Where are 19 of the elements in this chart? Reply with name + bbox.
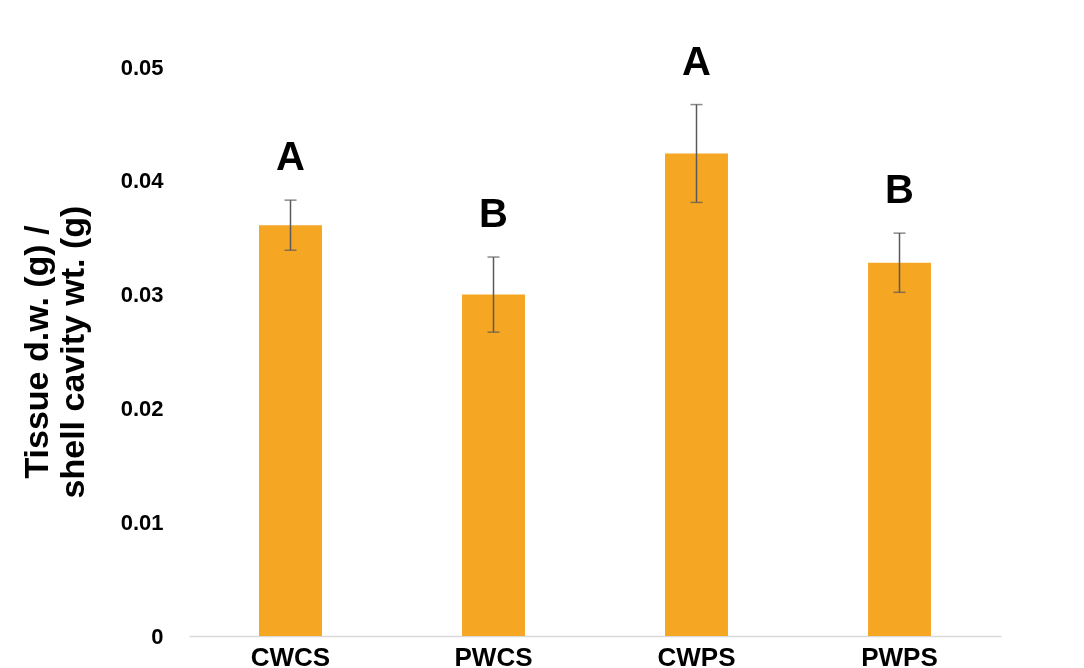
y-tick-label: 0.04 xyxy=(120,168,165,194)
annotation: B xyxy=(479,191,508,236)
x-tick-label: PWPS xyxy=(861,641,938,668)
y-tick-label: 0.03 xyxy=(120,282,164,308)
x-tick-label: CWCS xyxy=(250,641,331,668)
annotation: A xyxy=(682,38,711,83)
x-tick-label: PWCS xyxy=(454,641,533,668)
x-tick-label: CWPS xyxy=(657,641,736,668)
bar xyxy=(665,153,728,636)
y-tick-label: 0 xyxy=(151,623,164,649)
y-tick-label: 0.02 xyxy=(120,395,164,421)
y-tick-label: 0.01 xyxy=(120,509,164,535)
bar xyxy=(462,294,525,636)
y-axis-title: Tissue d.w. (g) / shell cavity wt. (g) xyxy=(16,205,91,499)
bar xyxy=(259,225,322,636)
y-tick-label: 0.05 xyxy=(120,54,164,80)
bar xyxy=(868,262,931,636)
annotation: B xyxy=(885,167,914,212)
annotation: A xyxy=(276,134,305,179)
